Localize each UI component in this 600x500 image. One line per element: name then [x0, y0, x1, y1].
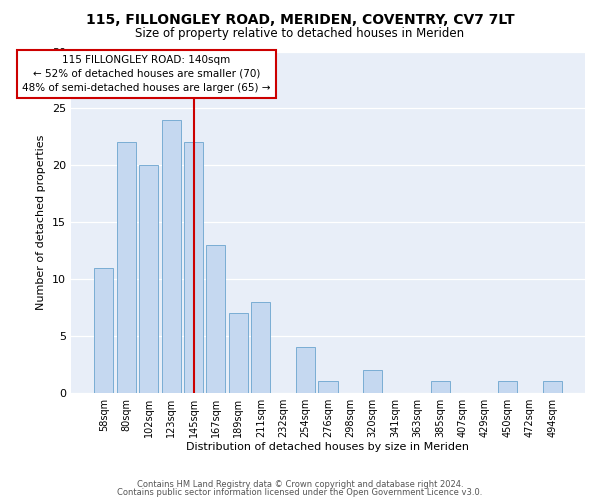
Bar [94, 268, 113, 392]
Bar [431, 382, 449, 392]
Bar [542, 382, 562, 392]
Bar [251, 302, 270, 392]
Bar [498, 382, 517, 392]
Bar [139, 165, 158, 392]
Text: Size of property relative to detached houses in Meriden: Size of property relative to detached ho… [136, 28, 464, 40]
Text: Contains public sector information licensed under the Open Government Licence v3: Contains public sector information licen… [118, 488, 482, 497]
Bar [296, 347, 315, 393]
Text: 115 FILLONGLEY ROAD: 140sqm
← 52% of detached houses are smaller (70)
48% of sem: 115 FILLONGLEY ROAD: 140sqm ← 52% of det… [22, 55, 271, 93]
Text: 115, FILLONGLEY ROAD, MERIDEN, COVENTRY, CV7 7LT: 115, FILLONGLEY ROAD, MERIDEN, COVENTRY,… [86, 12, 514, 26]
Bar [184, 142, 203, 392]
Bar [206, 245, 226, 392]
Bar [319, 382, 338, 392]
X-axis label: Distribution of detached houses by size in Meriden: Distribution of detached houses by size … [187, 442, 469, 452]
Y-axis label: Number of detached properties: Number of detached properties [37, 134, 46, 310]
Text: Contains HM Land Registry data © Crown copyright and database right 2024.: Contains HM Land Registry data © Crown c… [137, 480, 463, 489]
Bar [229, 313, 248, 392]
Bar [117, 142, 136, 392]
Bar [363, 370, 382, 392]
Bar [161, 120, 181, 392]
